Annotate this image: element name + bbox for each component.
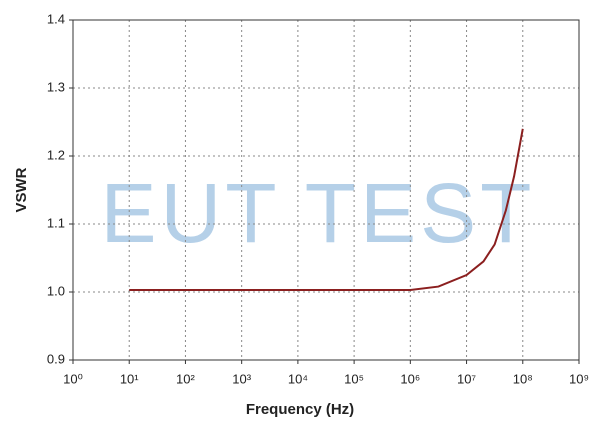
x-tick-label: 10⁴ — [288, 371, 308, 386]
x-tick-label: 10⁷ — [457, 371, 476, 386]
y-axis-label: VSWR — [13, 167, 30, 212]
x-tick-label: 10⁵ — [344, 371, 364, 386]
x-tick-label: 10⁹ — [569, 371, 589, 386]
x-tick-label: 10³ — [232, 371, 251, 386]
watermark: EUT TEST — [101, 166, 536, 260]
y-tick-label: 1.2 — [47, 147, 65, 162]
y-tick-label: 1.1 — [47, 215, 65, 230]
x-tick-label: 10² — [176, 371, 195, 386]
x-tick-label: 10⁸ — [513, 371, 533, 386]
x-axis-label: Frequency (Hz) — [246, 401, 354, 418]
x-tick-label: 10⁶ — [400, 371, 420, 386]
y-tick-label: 1.0 — [47, 283, 65, 298]
y-tick-label: 0.9 — [47, 351, 65, 366]
data-line — [129, 128, 524, 291]
x-tick-label: 10¹ — [120, 371, 139, 386]
x-tick-label: 10⁰ — [63, 371, 83, 386]
plot-frame — [72, 19, 580, 361]
y-tick-label: 1.3 — [47, 79, 65, 94]
y-tick-label: 1.4 — [47, 11, 65, 26]
